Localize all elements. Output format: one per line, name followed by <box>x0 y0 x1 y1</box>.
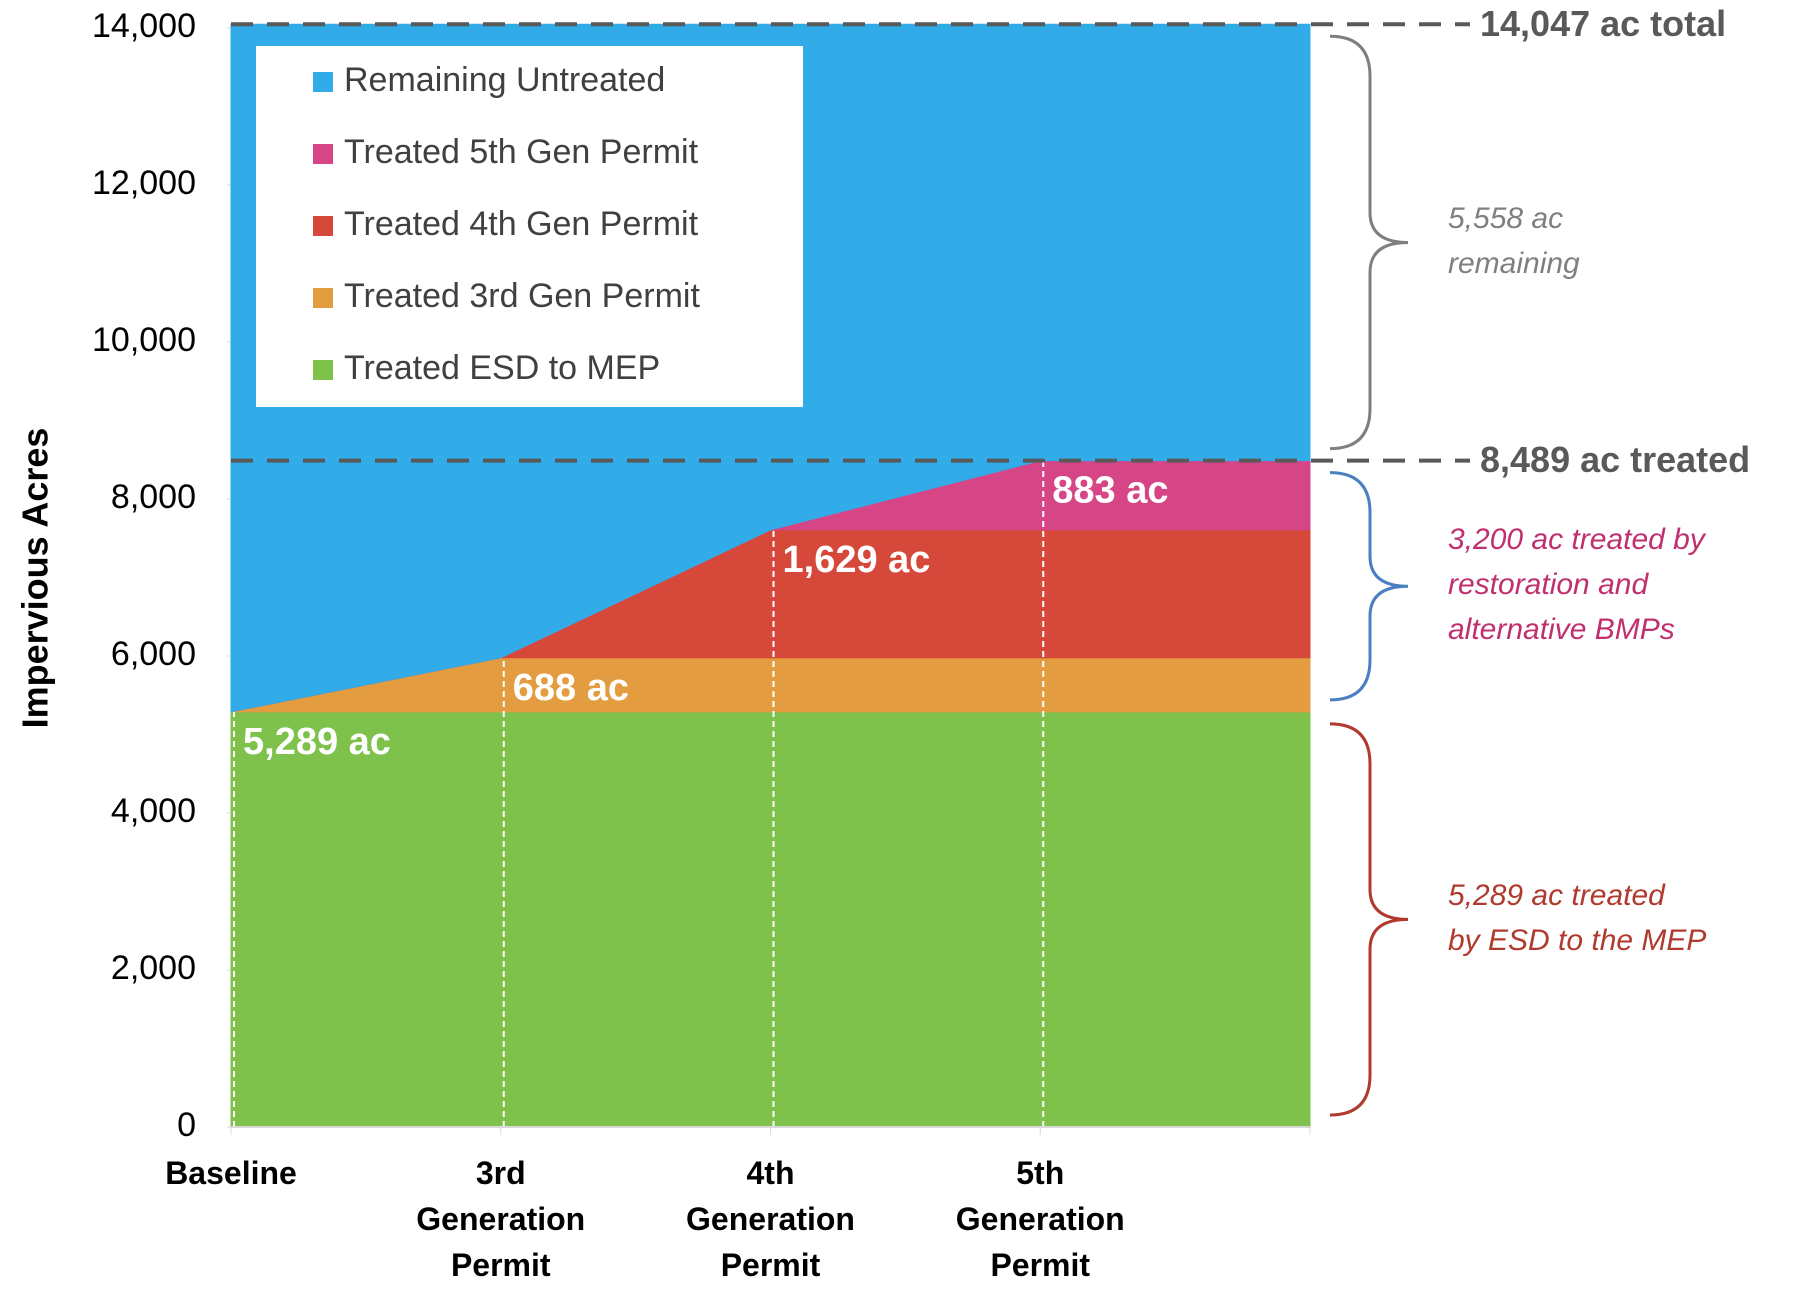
legend-swatch <box>313 216 333 236</box>
y-tick-label: 4,000 <box>111 792 196 830</box>
bracket-label: 5,558 ac <box>1448 202 1563 235</box>
bracket-label: restoration and <box>1448 568 1649 601</box>
y-tick-label: 14,000 <box>92 7 196 45</box>
y-tick-label: 10,000 <box>92 321 196 359</box>
x-tick-line: Permit <box>451 1247 551 1283</box>
x-tick-line: Generation <box>416 1201 585 1237</box>
bracket-label: alternative BMPs <box>1448 613 1675 646</box>
bracket <box>1329 34 1409 451</box>
x-tick-label: 5th Generation Permit <box>956 1155 1125 1283</box>
x-tick-line: Permit <box>990 1247 1090 1283</box>
bracket-label: by ESD to the MEP <box>1448 924 1706 957</box>
y-tick-label: 12,000 <box>92 164 196 202</box>
reference-label: 8,489 ac treated <box>1480 439 1750 480</box>
x-tick-line: 5th <box>1016 1155 1064 1191</box>
x-tick-line: Permit <box>721 1247 821 1283</box>
data-label: 688 ac <box>513 667 629 709</box>
data-label: 1,629 ac <box>783 539 931 581</box>
bracket-label: 3,200 ac treated by <box>1448 523 1707 556</box>
x-tick-line: Generation <box>956 1201 1125 1237</box>
y-tick-label: 6,000 <box>111 635 196 673</box>
y-tick-label: 0 <box>177 1106 196 1144</box>
data-label: 883 ac <box>1052 470 1168 512</box>
x-tick-line: 4th <box>747 1155 795 1191</box>
reference-label: 14,047 ac total <box>1480 3 1726 44</box>
bracket <box>1329 722 1409 1117</box>
legend-swatch <box>313 144 333 164</box>
area <box>230 711 1311 1128</box>
legend-label: Treated 4th Gen Permit <box>344 205 699 243</box>
x-tick-label: Baseline <box>165 1155 297 1191</box>
legend-label: Remaining Untreated <box>344 61 665 99</box>
x-tick-line: Baseline <box>165 1155 297 1191</box>
bracket <box>1329 471 1409 702</box>
x-tick-label: 3rd Generation Permit <box>416 1155 585 1283</box>
legend-swatch <box>313 288 333 308</box>
x-tick-line: 3rd <box>476 1155 526 1191</box>
y-axis-label: Impervious Acres <box>15 428 56 729</box>
bracket-label: remaining <box>1448 247 1580 280</box>
y-tick-label: 8,000 <box>111 478 196 516</box>
data-label: 5,289 ac <box>243 721 391 763</box>
legend-label: Treated 5th Gen Permit <box>344 133 699 171</box>
legend-label: Treated ESD to MEP <box>344 349 660 387</box>
legend <box>256 46 803 407</box>
legend-label: Treated 3rd Gen Permit <box>344 277 700 315</box>
x-tick-line: Generation <box>686 1201 855 1237</box>
legend-swatch <box>313 360 333 380</box>
y-tick-label: 2,000 <box>111 949 196 987</box>
x-tick-label: 4th Generation Permit <box>686 1155 855 1283</box>
bracket-label: 5,289 ac treated <box>1448 879 1666 912</box>
legend-swatch <box>313 72 333 92</box>
